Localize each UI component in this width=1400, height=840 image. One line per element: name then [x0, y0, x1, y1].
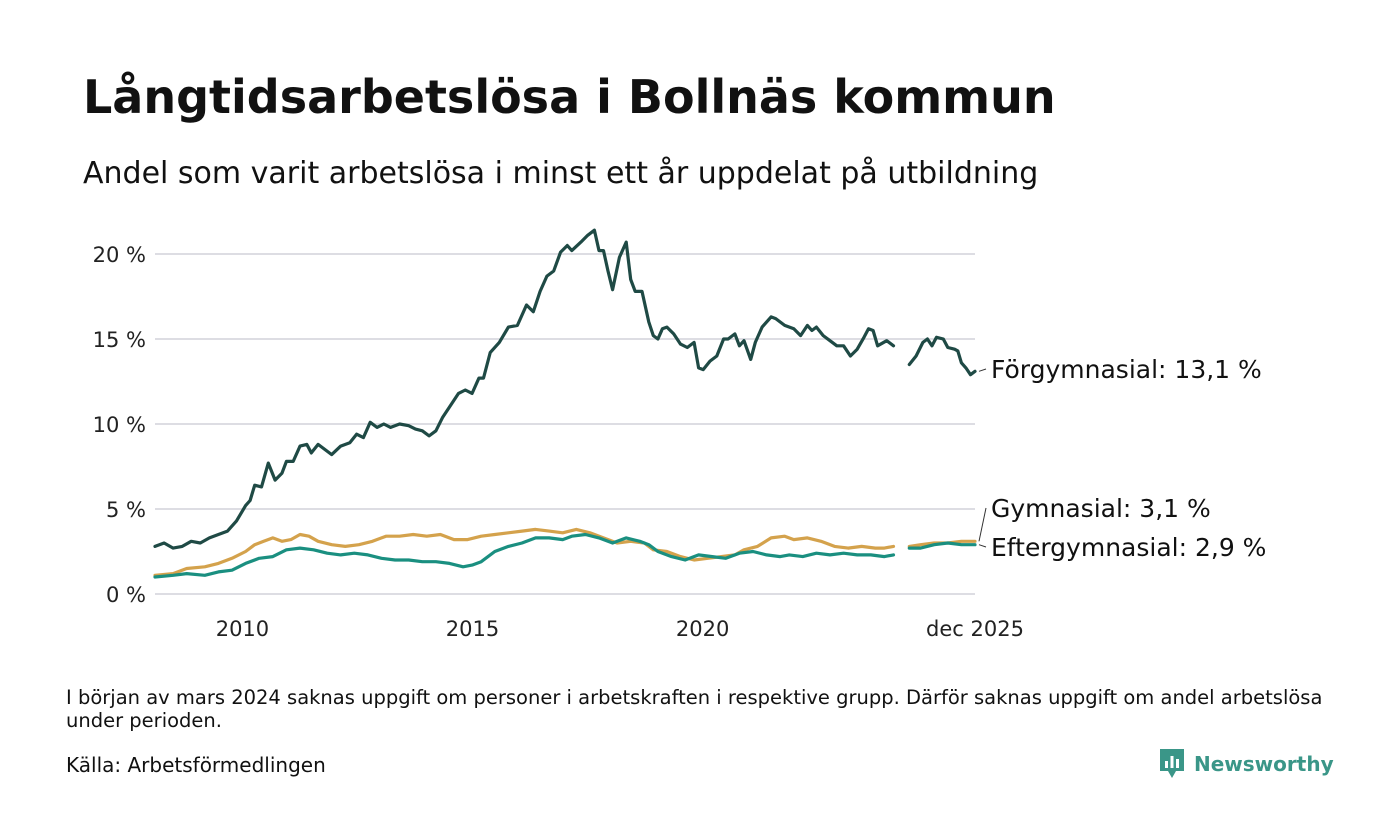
series-line-eftergymnasial — [907, 541, 977, 550]
series-line-forgymnasial — [153, 228, 896, 550]
newsworthy-logo[interactable]: Newsworthy — [1158, 746, 1334, 782]
chart-title: Långtidsarbetslösa i Bollnäs kommun — [83, 70, 1056, 124]
label-leader-gymnasial — [978, 507, 987, 542]
source-text: Källa: Arbetsförmedlingen — [66, 753, 326, 777]
newsworthy-logo-icon — [1160, 749, 1184, 778]
series-line-eftergymnasial — [153, 532, 896, 579]
line-chart: 0 %5 %10 %15 %20 % 2010 2015 2020 dec 2025 … — [93, 228, 1266, 641]
y-tick-label: 0 % — [106, 583, 146, 607]
label-leader-forgymnasial — [978, 368, 987, 372]
y-tick-label: 15 % — [93, 328, 146, 352]
footnote: I början av mars 2024 saknas uppgift om … — [66, 686, 1323, 732]
label-leader-eftergymnasial — [978, 544, 987, 548]
x-tick-label: 2010 — [216, 617, 269, 641]
series-line-forgymnasial — [907, 335, 977, 377]
chart-subtitle: Andel som varit arbetslösa i minst ett å… — [83, 156, 1039, 191]
x-tick-label: 2015 — [446, 617, 499, 641]
newsworthy-logo-text: Newsworthy — [1194, 752, 1334, 776]
y-tick-label: 10 % — [93, 413, 146, 437]
y-tick-label: 5 % — [106, 498, 146, 522]
x-tick-label: dec 2025 — [926, 617, 1024, 641]
series-line-gymnasial — [153, 527, 896, 577]
x-tick-label: 2020 — [676, 617, 729, 641]
series-label-eftergymnasial: Eftergymnasial: 2,9 % — [991, 533, 1266, 562]
series-label-gymnasial: Gymnasial: 3,1 % — [991, 494, 1211, 523]
series-label-forgymnasial: Förgymnasial: 13,1 % — [991, 355, 1262, 384]
y-tick-label: 20 % — [93, 243, 146, 267]
